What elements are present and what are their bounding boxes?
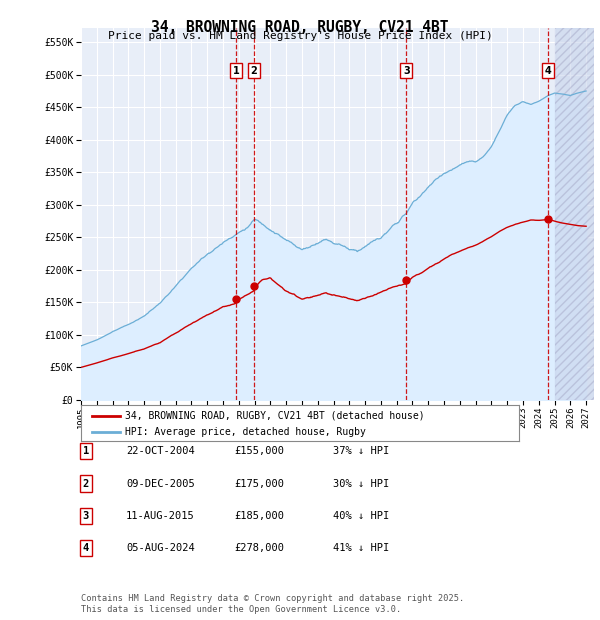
Text: £278,000: £278,000 — [234, 543, 284, 553]
Text: 4: 4 — [83, 543, 89, 553]
Text: Price paid vs. HM Land Registry's House Price Index (HPI): Price paid vs. HM Land Registry's House … — [107, 31, 493, 41]
Text: HPI: Average price, detached house, Rugby: HPI: Average price, detached house, Rugb… — [125, 427, 365, 438]
Text: 3: 3 — [403, 66, 410, 76]
Bar — [554, 28, 594, 400]
Text: 22-OCT-2004: 22-OCT-2004 — [126, 446, 195, 456]
Text: 3: 3 — [83, 511, 89, 521]
Text: £155,000: £155,000 — [234, 446, 284, 456]
Text: 37% ↓ HPI: 37% ↓ HPI — [333, 446, 389, 456]
Text: 09-DEC-2005: 09-DEC-2005 — [126, 479, 195, 489]
Text: 40% ↓ HPI: 40% ↓ HPI — [333, 511, 389, 521]
Text: Contains HM Land Registry data © Crown copyright and database right 2025.
This d: Contains HM Land Registry data © Crown c… — [81, 595, 464, 614]
Text: 41% ↓ HPI: 41% ↓ HPI — [333, 543, 389, 553]
Text: 34, BROWNING ROAD, RUGBY, CV21 4BT (detached house): 34, BROWNING ROAD, RUGBY, CV21 4BT (deta… — [125, 410, 424, 420]
Text: 1: 1 — [83, 446, 89, 456]
Text: 11-AUG-2015: 11-AUG-2015 — [126, 511, 195, 521]
Text: 2: 2 — [83, 479, 89, 489]
Text: £175,000: £175,000 — [234, 479, 284, 489]
Text: 05-AUG-2024: 05-AUG-2024 — [126, 543, 195, 553]
Text: 30% ↓ HPI: 30% ↓ HPI — [333, 479, 389, 489]
Text: 34, BROWNING ROAD, RUGBY, CV21 4BT: 34, BROWNING ROAD, RUGBY, CV21 4BT — [151, 20, 449, 35]
Text: £185,000: £185,000 — [234, 511, 284, 521]
Text: 1: 1 — [232, 66, 239, 76]
Text: 4: 4 — [545, 66, 551, 76]
Bar — [554, 28, 594, 400]
Text: 2: 2 — [250, 66, 257, 76]
